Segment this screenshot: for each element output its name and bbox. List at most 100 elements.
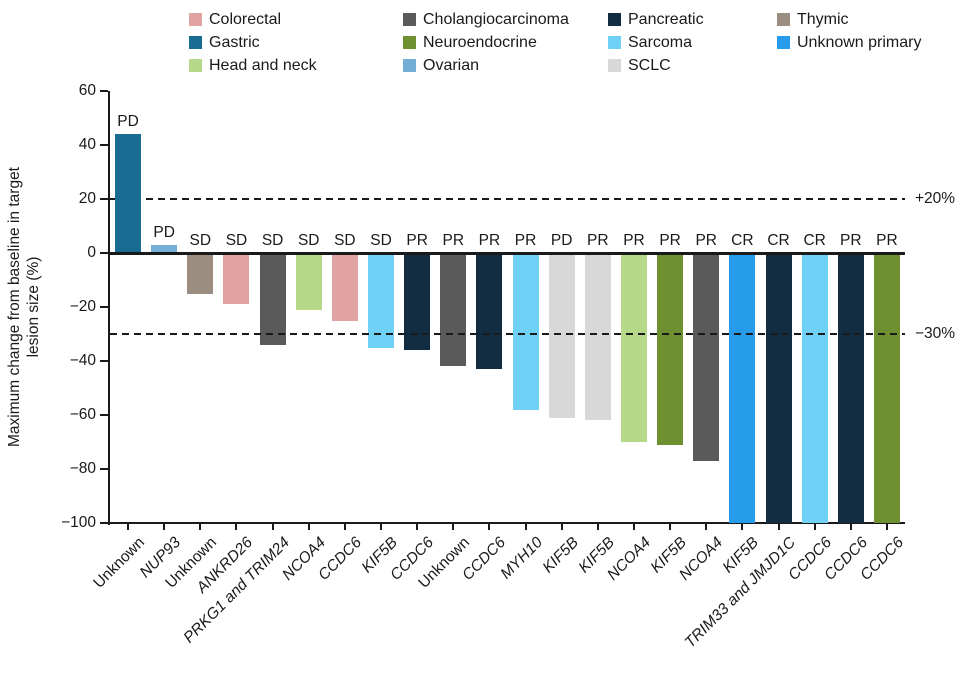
bar-response-label: PD xyxy=(117,113,139,131)
legend-item-sclc: SCLC xyxy=(608,54,704,77)
legend-label: SCLC xyxy=(628,57,671,74)
bar-head-and-neck xyxy=(295,253,322,310)
legend-label: Sarcoma xyxy=(628,34,693,51)
y-tick xyxy=(100,360,108,362)
legend-label: Pancreatic xyxy=(628,11,704,28)
bar-sarcoma xyxy=(801,253,828,523)
legend-label: Unknown primary xyxy=(797,34,922,51)
bar-colorectal xyxy=(331,253,358,321)
bar-neuroendocrine xyxy=(657,253,684,445)
bar-sclc xyxy=(548,253,575,418)
x-tick xyxy=(271,524,274,530)
bar-head-and-neck xyxy=(620,253,647,442)
bar-response-label: SD xyxy=(225,232,248,249)
bar-sarcoma xyxy=(368,253,395,348)
bar-unknown-primary xyxy=(729,253,756,523)
legend-item-pancreatic: Pancreatic xyxy=(608,8,704,31)
y-tick-label: −100 xyxy=(61,514,96,531)
legend-swatch xyxy=(189,36,202,49)
legend-swatch xyxy=(189,13,202,26)
bar-ovarian xyxy=(151,244,178,253)
bar-thymic xyxy=(187,253,214,294)
legend-item-unknown-primary: Unknown primary xyxy=(777,31,921,54)
x-axis-line xyxy=(108,522,905,524)
x-tick xyxy=(488,524,491,530)
x-tick xyxy=(163,524,166,530)
x-tick xyxy=(777,524,780,530)
y-tick xyxy=(100,90,108,92)
x-tick xyxy=(669,524,672,530)
x-tick xyxy=(199,524,202,530)
legend-label: Ovarian xyxy=(423,57,480,74)
legend-column: Pancreatic Sarcoma SCLC xyxy=(608,8,704,77)
legend-label: Gastric xyxy=(209,34,260,51)
y-tick xyxy=(100,306,108,308)
bar-pancreatic xyxy=(476,253,503,370)
bar-pancreatic xyxy=(837,253,864,523)
bar-response-label: PR xyxy=(406,232,428,249)
legend-label: Thymic xyxy=(797,11,849,28)
bar-response-label: SD xyxy=(297,232,320,249)
legend-swatch xyxy=(403,36,416,49)
x-tick xyxy=(524,524,527,530)
legend-swatch xyxy=(777,13,790,26)
bar-response-label: SD xyxy=(261,232,284,249)
bar-pancreatic xyxy=(404,253,431,351)
legend-column: Thymic Unknown primary xyxy=(777,8,921,54)
bar-response-label: CR xyxy=(731,232,754,249)
y-tick xyxy=(100,252,108,254)
bar-response-label: PR xyxy=(623,232,645,249)
legend-item-thymic: Thymic xyxy=(777,8,921,31)
legend-item-head-and-neck: Head and neck xyxy=(189,54,317,77)
bar-response-label: PR xyxy=(442,232,465,249)
bar-pancreatic xyxy=(765,253,792,523)
bar-response-label: PR xyxy=(478,232,501,249)
x-tick xyxy=(343,524,346,530)
bar-response-label: PR xyxy=(659,232,681,249)
legend-swatch xyxy=(608,59,621,72)
legend-item-colorectal: Colorectal xyxy=(189,8,317,31)
y-tick-label: 60 xyxy=(78,82,96,99)
legend-item-gastric: Gastric xyxy=(189,31,317,54)
legend-label: Cholangiocarcinoma xyxy=(423,11,569,28)
y-axis-line xyxy=(108,91,110,525)
bar-sclc xyxy=(584,253,611,421)
y-tick-label: −40 xyxy=(69,352,96,369)
legend-swatch xyxy=(777,36,790,49)
legend-label: Neuroendocrine xyxy=(423,34,537,51)
bar-response-label: SD xyxy=(189,232,212,249)
bar-response-label: PR xyxy=(695,232,718,249)
zero-line xyxy=(110,252,905,255)
bar-sarcoma xyxy=(512,253,539,410)
x-tick xyxy=(452,524,455,530)
legend-item-neuroendocrine: Neuroendocrine xyxy=(403,31,569,54)
bar-response-label: PR xyxy=(876,232,898,249)
y-tick-label: −60 xyxy=(69,406,96,423)
legend-item-cholangiocarcinoma: Cholangiocarcinoma xyxy=(403,8,569,31)
x-tick xyxy=(416,524,419,530)
bar-cholangiocarcinoma xyxy=(440,253,467,367)
x-tick xyxy=(849,524,852,530)
x-tick xyxy=(596,524,599,530)
ref-line-label: +20% xyxy=(915,190,956,207)
legend-swatch xyxy=(189,59,202,72)
x-tick xyxy=(127,524,130,530)
y-axis-title-line2: lesion size (%) xyxy=(25,256,42,358)
x-tick xyxy=(380,524,383,530)
bar-colorectal xyxy=(223,253,250,305)
y-tick-label: 20 xyxy=(78,190,96,207)
legend-swatch xyxy=(403,59,416,72)
bar-response-label: PR xyxy=(840,232,862,249)
x-tick xyxy=(885,524,888,530)
y-tick-label: −80 xyxy=(69,460,96,477)
y-axis-title: Maximum change from baseline in target l… xyxy=(5,87,43,527)
y-tick xyxy=(100,198,108,200)
ref-line-−30 xyxy=(110,333,905,335)
bar-cholangiocarcinoma xyxy=(693,253,720,461)
legend-item-ovarian: Ovarian xyxy=(403,54,569,77)
y-tick-label: 40 xyxy=(78,136,96,153)
y-tick-label: 0 xyxy=(87,244,96,261)
x-tick xyxy=(705,524,708,530)
x-tick xyxy=(632,524,635,530)
